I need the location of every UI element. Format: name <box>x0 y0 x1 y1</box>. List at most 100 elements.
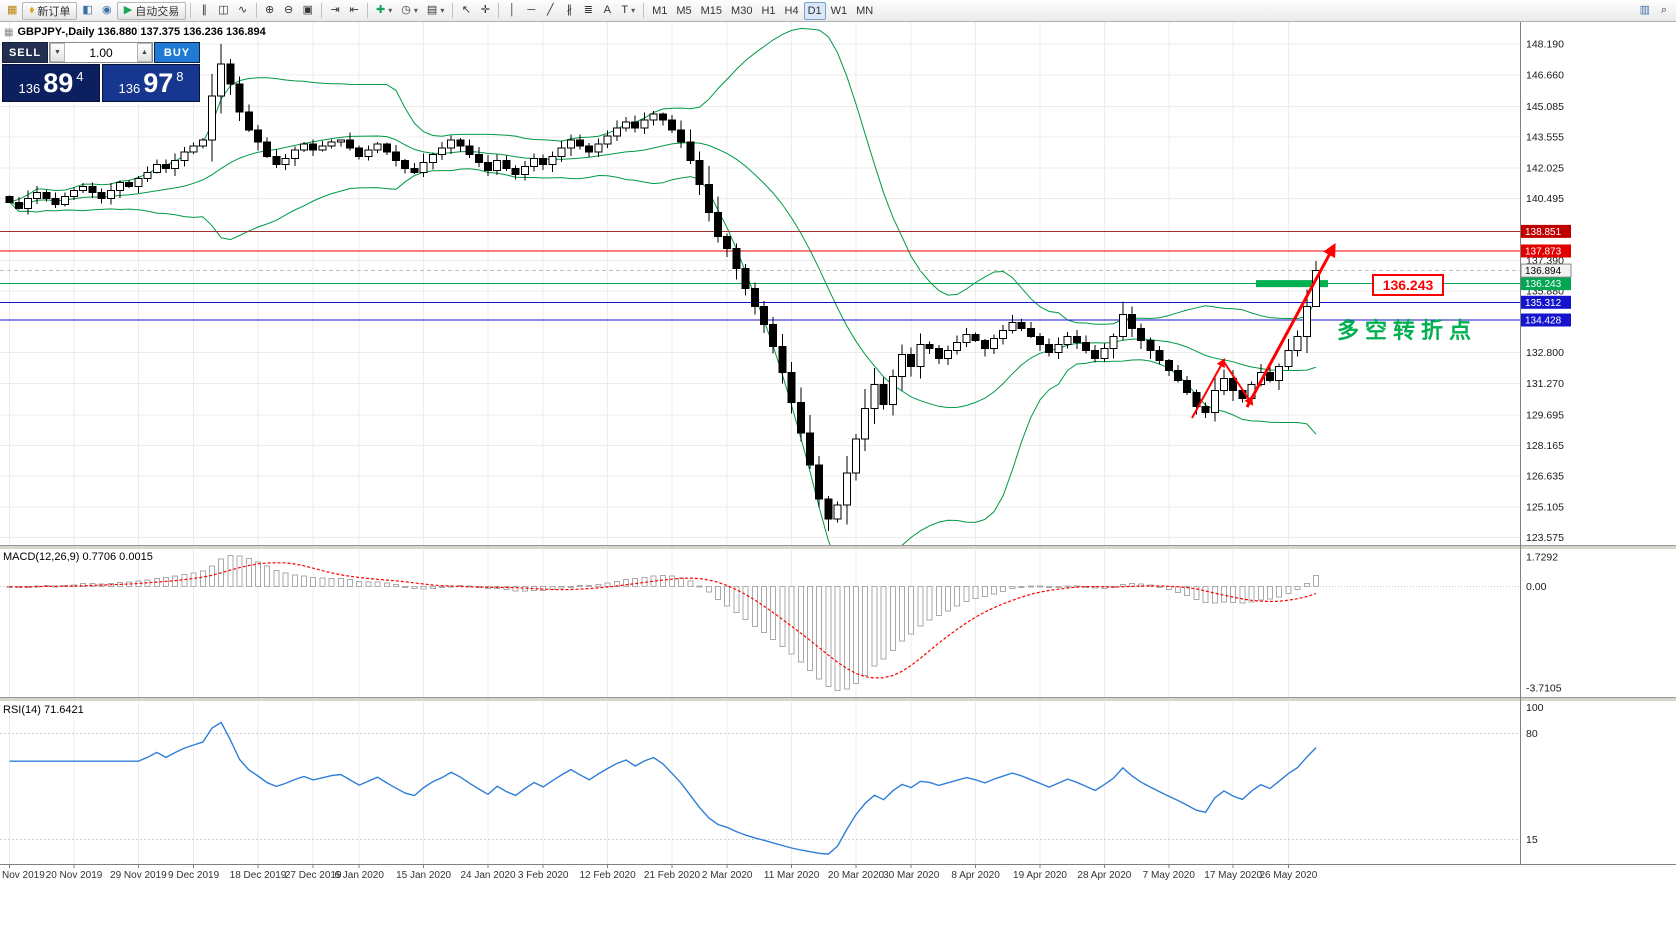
rsi-pane <box>0 721 1520 855</box>
new-chart-icon[interactable]: ▦ <box>3 2 21 20</box>
svg-text:142.025: 142.025 <box>1526 162 1564 174</box>
cursor-tool-icon: ↖ <box>461 4 471 16</box>
channel-tool-icon: ∦ <box>566 4 573 16</box>
svg-text:125.105: 125.105 <box>1526 501 1564 513</box>
periods-icon[interactable]: ◷ ▾ <box>397 2 422 20</box>
svg-text:134.428: 134.428 <box>1525 316 1562 327</box>
sell-price-pips: 89 <box>43 67 74 98</box>
volume-decrease-button[interactable]: ▼ <box>50 43 65 62</box>
grid-lines <box>0 22 1520 864</box>
buy-button[interactable]: BUY <box>154 42 200 63</box>
trend-arrows[interactable] <box>1191 243 1336 419</box>
svg-text:8 Apr 2020: 8 Apr 2020 <box>951 870 1000 881</box>
tile-windows-icon: ▣ <box>302 4 314 16</box>
tf-d1-button[interactable]: D1 <box>803 1 826 20</box>
sell-price-fraction: 4 <box>76 69 84 84</box>
toolbar-separator <box>452 3 454 18</box>
svg-text:137.873: 137.873 <box>1525 246 1562 257</box>
svg-text:18 Dec 2019: 18 Dec 2019 <box>230 870 287 881</box>
channel-tool-icon[interactable]: ∦ <box>560 2 578 20</box>
arrow-objects-tool-icon: T <box>621 4 629 16</box>
svg-text:140.495: 140.495 <box>1526 193 1564 205</box>
search-icon: ⌕ <box>1660 4 1668 16</box>
sell-price-display[interactable]: 136 89 4 <box>2 64 100 102</box>
tf-m30-button[interactable]: M30 <box>727 2 756 20</box>
volume-increase-button[interactable]: ▲ <box>137 43 152 62</box>
alerts-icon: ◉ <box>101 4 112 16</box>
vertical-line-tool-icon: │ <box>508 4 516 16</box>
tf-m5-button[interactable]: M5 <box>672 2 695 20</box>
templates-icon: ▤ <box>426 4 438 16</box>
indicators-dropdown-arrow: ▾ <box>388 6 393 15</box>
templates-dropdown-arrow: ▾ <box>440 6 445 15</box>
text-tool-icon[interactable]: A <box>598 2 616 20</box>
svg-text:136.243: 136.243 <box>1525 279 1562 290</box>
svg-text:138.851: 138.851 <box>1525 227 1562 238</box>
bars-chart-type-icon[interactable]: ∥ <box>195 2 213 20</box>
horizontal-line-tool-icon[interactable]: ─ <box>522 2 540 20</box>
auto-scroll-icon[interactable]: ⇥ <box>326 2 344 20</box>
tf-m30-label: M30 <box>731 4 753 17</box>
buy-price-display[interactable]: 136 97 8 <box>102 64 200 102</box>
chart-icon: ▦ <box>4 26 14 38</box>
date-axis[interactable]: Nov 2019 20 Nov 2019 29 Nov 2019 9 Dec 2019… <box>2 864 1318 881</box>
price-axis[interactable]: 148.190 146.660 145.085 143.555 142.025 140.4… <box>1520 39 1572 544</box>
crosshair-tool-icon[interactable]: ✛ <box>476 2 494 20</box>
toolbar-separator <box>255 3 257 18</box>
tf-m1-button[interactable]: M1 <box>648 2 671 20</box>
line-chart-type-icon: ∿ <box>238 4 248 16</box>
symbol-ohlc-text: GBPJPY-,Daily 136.880 137.375 136.236 13… <box>17 26 266 38</box>
svg-text:27 Dec 2019: 27 Dec 2019 <box>285 870 342 881</box>
rsi-axis[interactable]: 100 80 15 <box>1526 702 1544 846</box>
tf-w1-button[interactable]: W1 <box>827 2 852 20</box>
tf-mn-button[interactable]: MN <box>852 2 877 20</box>
line-chart-type-icon[interactable]: ∿ <box>234 2 252 20</box>
zoom-out-icon[interactable]: ⊖ <box>280 2 298 20</box>
candlestick-chart-type-icon[interactable]: ◫ <box>214 2 232 20</box>
svg-text:6 Jan 2020: 6 Jan 2020 <box>334 870 384 881</box>
zoom-out-icon: ⊖ <box>284 4 294 16</box>
svg-text:20 Mar 2020: 20 Mar 2020 <box>828 870 885 881</box>
fibonacci-tool-icon[interactable]: ≣ <box>579 2 597 20</box>
tf-h4-button[interactable]: H4 <box>781 2 803 20</box>
toolbar-separator <box>498 3 500 18</box>
sell-button[interactable]: SELL <box>2 42 48 63</box>
search-icon[interactable]: ⌕ <box>1655 2 1673 20</box>
zoom-in-icon[interactable]: ⊕ <box>261 2 279 20</box>
tile-windows-icon[interactable]: ▣ <box>299 2 317 20</box>
vertical-line-tool-icon[interactable]: │ <box>503 2 521 20</box>
tf-mn-label: MN <box>856 4 874 17</box>
tf-h4-label: H4 <box>784 4 799 17</box>
svg-text:26 May 2020: 26 May 2020 <box>1259 870 1317 881</box>
tf-m5-label: M5 <box>676 4 692 17</box>
rsi-indicator-label: RSI(14) 71.6421 <box>3 704 84 716</box>
alerts-icon[interactable]: ◉ <box>98 2 116 20</box>
arrow-objects-tool-icon[interactable]: T ▾ <box>617 2 639 20</box>
buy-price-main: 136 <box>118 81 141 96</box>
cursor-tool-icon[interactable]: ↖ <box>457 2 475 20</box>
market-watch-icon[interactable]: ◧ <box>78 2 96 20</box>
turning-point-annotation: 多空转折点 <box>1337 318 1478 343</box>
indicators-icon[interactable]: ✚ ▾ <box>372 2 396 20</box>
new-window-icon[interactable]: ▥ <box>1636 2 1654 20</box>
tf-m15-button[interactable]: M15 <box>697 2 726 20</box>
buy-price-pips: 97 <box>143 67 174 98</box>
tf-d1-label: D1 <box>807 4 822 17</box>
autotrading-button[interactable]: ▶ 自动交易 <box>116 1 187 20</box>
svg-text:146.660: 146.660 <box>1526 69 1564 81</box>
new-order-label: 新订单 <box>37 5 71 18</box>
tf-h1-button[interactable]: H1 <box>757 2 779 20</box>
price-annotation-box[interactable]: 136.243 <box>1372 274 1444 296</box>
text-tool-icon: A <box>603 4 611 16</box>
svg-text:Nov 2019: Nov 2019 <box>2 870 45 881</box>
trendline-tool-icon[interactable]: ╱ <box>541 2 559 20</box>
candlestick-chart-type-icon: ◫ <box>218 4 229 16</box>
macd-axis[interactable]: 1.7292 0.00 -3.7105 <box>1526 552 1562 695</box>
volume-value[interactable]: 1.00 <box>89 45 113 60</box>
chart-shift-icon[interactable]: ⇤ <box>345 2 363 20</box>
horizontal-lines[interactable] <box>0 230 1520 321</box>
new-order-button[interactable]: ⬧ 新订单 <box>22 1 78 20</box>
templates-icon[interactable]: ▤ ▾ <box>423 2 448 20</box>
svg-text:24 Jan 2020: 24 Jan 2020 <box>460 870 515 881</box>
